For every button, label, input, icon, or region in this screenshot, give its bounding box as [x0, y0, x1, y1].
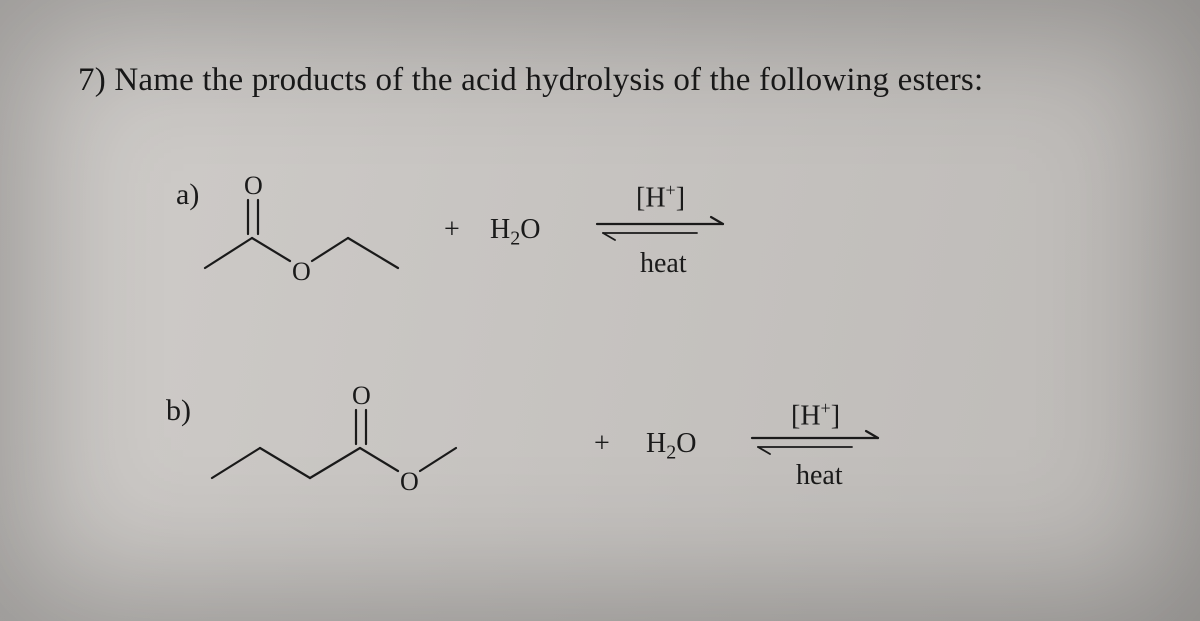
equilibrium-arrow-a	[585, 210, 755, 250]
carbonyl-O-b: O	[352, 381, 371, 410]
question-7: 7) Name the products of the acid hydroly…	[78, 62, 983, 99]
equilibrium-arrow-b	[740, 424, 910, 464]
ester-O-a: O	[292, 257, 311, 286]
plus-sign-b: +	[594, 428, 610, 460]
heat-a: heat	[640, 248, 687, 280]
structure-a: O O	[0, 150, 440, 310]
plus-sign-a: +	[444, 214, 460, 246]
question-number: 7)	[78, 62, 106, 98]
question-text: Name the products of the acid hydrolysis…	[114, 62, 983, 98]
ester-O-b: O	[400, 467, 419, 496]
structure-b: O O	[0, 360, 520, 530]
worksheet-page: 7) Name the products of the acid hydroly…	[0, 0, 1200, 621]
carbonyl-O-a: O	[244, 171, 263, 200]
heat-b: heat	[796, 460, 843, 492]
water-b: H2O	[646, 428, 696, 465]
water-a: H2O	[490, 214, 540, 251]
